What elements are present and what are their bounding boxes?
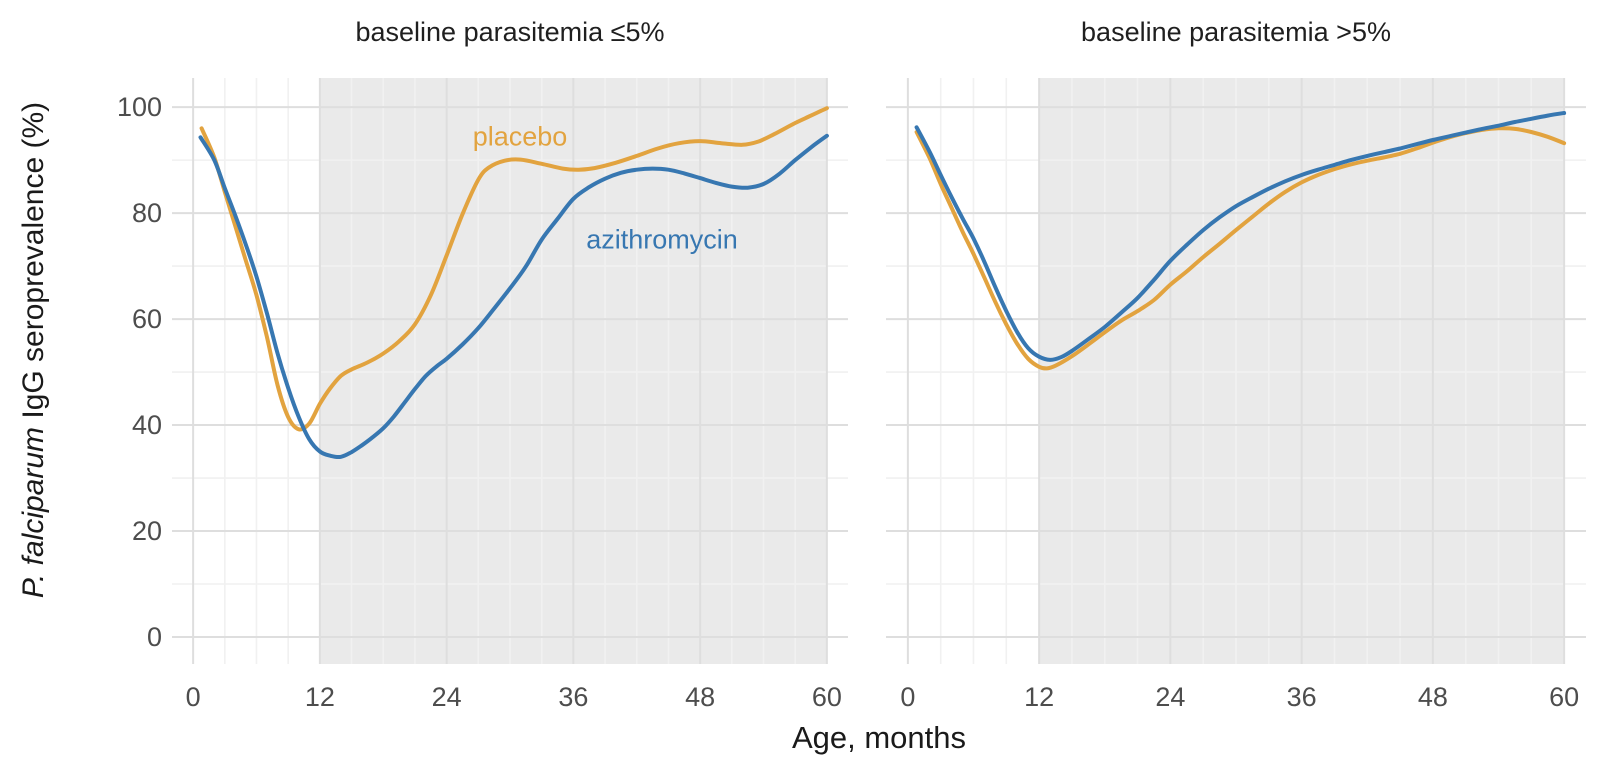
facet-title-left: baseline parasitemia ≤5%: [355, 17, 665, 47]
curve-azithromycin-panel-1: [914, 111, 1567, 362]
x-tick-label-panel0-24: 24: [431, 682, 462, 712]
series-label-azithromycin: azithromycin: [586, 224, 738, 255]
y-tick-label-80: 80: [131, 198, 162, 229]
x-tick-label-panel0-12: 12: [304, 682, 335, 712]
x-tick-label-panel1-48: 48: [1417, 682, 1448, 712]
y-tick-label-40: 40: [131, 410, 162, 441]
y-tick-label-20: 20: [131, 516, 162, 546]
y-tick-label-0: 0: [146, 621, 162, 652]
y-axis-title-rest: IgG seroprevalence (%): [17, 101, 50, 427]
series-label-placebo: placebo: [472, 121, 568, 152]
panel-1: [886, 78, 1586, 664]
x-tick-label-panel1-12: 12: [1024, 682, 1055, 712]
x-axis-title: Age, months: [791, 720, 967, 755]
y-axis-title-species: P. falciparum: [17, 426, 50, 599]
y-tick-label-100: 100: [116, 92, 162, 123]
x-tick-label-panel1-0: 0: [900, 682, 916, 712]
x-tick-label-panel0-48: 48: [685, 682, 716, 712]
x-tick-label-panel1-36: 36: [1286, 682, 1317, 712]
x-tick-label-panel0-0: 0: [185, 682, 201, 712]
curve-placebo-panel-0: [199, 106, 829, 432]
facet-title-right: baseline parasitemia >5%: [1081, 17, 1391, 47]
x-tick-label-panel1-60: 60: [1549, 682, 1580, 712]
x-tick-label-panel1-24: 24: [1155, 682, 1186, 712]
curve-azithromycin-panel-0: [198, 133, 829, 460]
panel-0: [172, 78, 848, 664]
y-tick-label-60: 60: [131, 304, 162, 335]
x-tick-label-panel0-60: 60: [811, 682, 842, 712]
x-tick-label-panel0-36: 36: [558, 682, 589, 712]
y-axis-title: P. falciparum IgG seroprevalence (%): [17, 102, 51, 598]
